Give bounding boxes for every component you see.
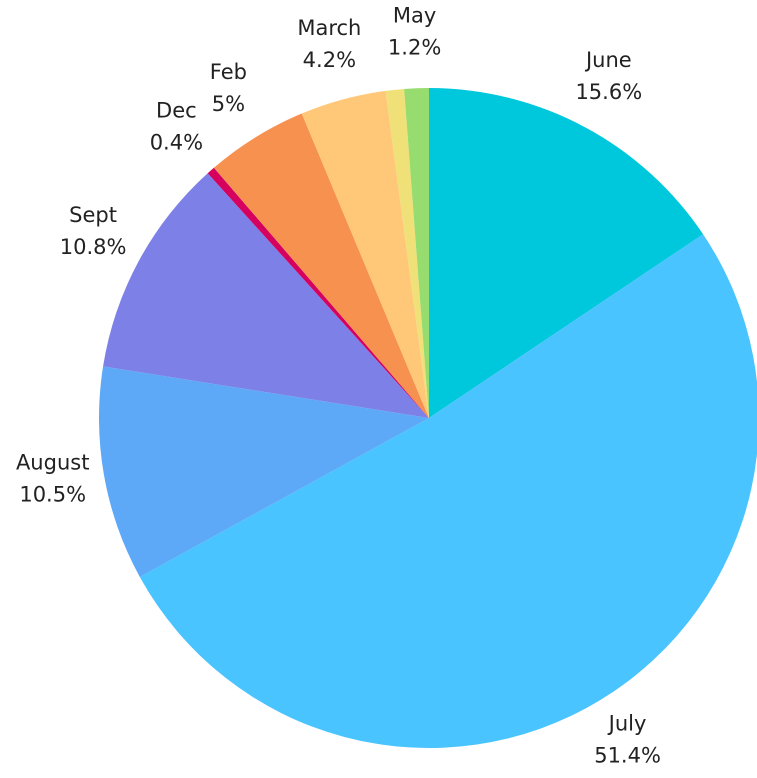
slice-value-label: 51.4% — [594, 743, 661, 767]
slice-value-label: 0.4% — [150, 130, 203, 154]
pie-slice — [429, 88, 704, 418]
slice-value-label: 10.5% — [19, 483, 86, 507]
slice-value-label: 10.8% — [60, 235, 127, 259]
pie-slice — [139, 234, 757, 748]
slice-label: August — [16, 451, 90, 475]
slice-label: Dec — [156, 98, 197, 122]
slice-value-label: 1.2% — [388, 35, 441, 59]
pie-slice — [207, 167, 429, 418]
pie-slice — [213, 113, 429, 418]
slice-label: June — [584, 48, 632, 72]
slice-value-label: 15.6% — [575, 80, 642, 104]
slice-label: July — [607, 711, 647, 735]
pie-slice — [103, 173, 429, 418]
slice-label: March — [297, 16, 361, 40]
slice-value-label: 4.2% — [303, 48, 356, 72]
slice-label: Feb — [210, 60, 247, 84]
slice-value-label: 5% — [212, 92, 245, 116]
slice-label: Sept — [69, 203, 117, 227]
pie-slice — [385, 88, 429, 418]
slice-label: May — [393, 3, 436, 27]
pie-slice — [301, 90, 429, 419]
pie-slice — [404, 88, 429, 418]
pie-slice — [99, 366, 430, 577]
